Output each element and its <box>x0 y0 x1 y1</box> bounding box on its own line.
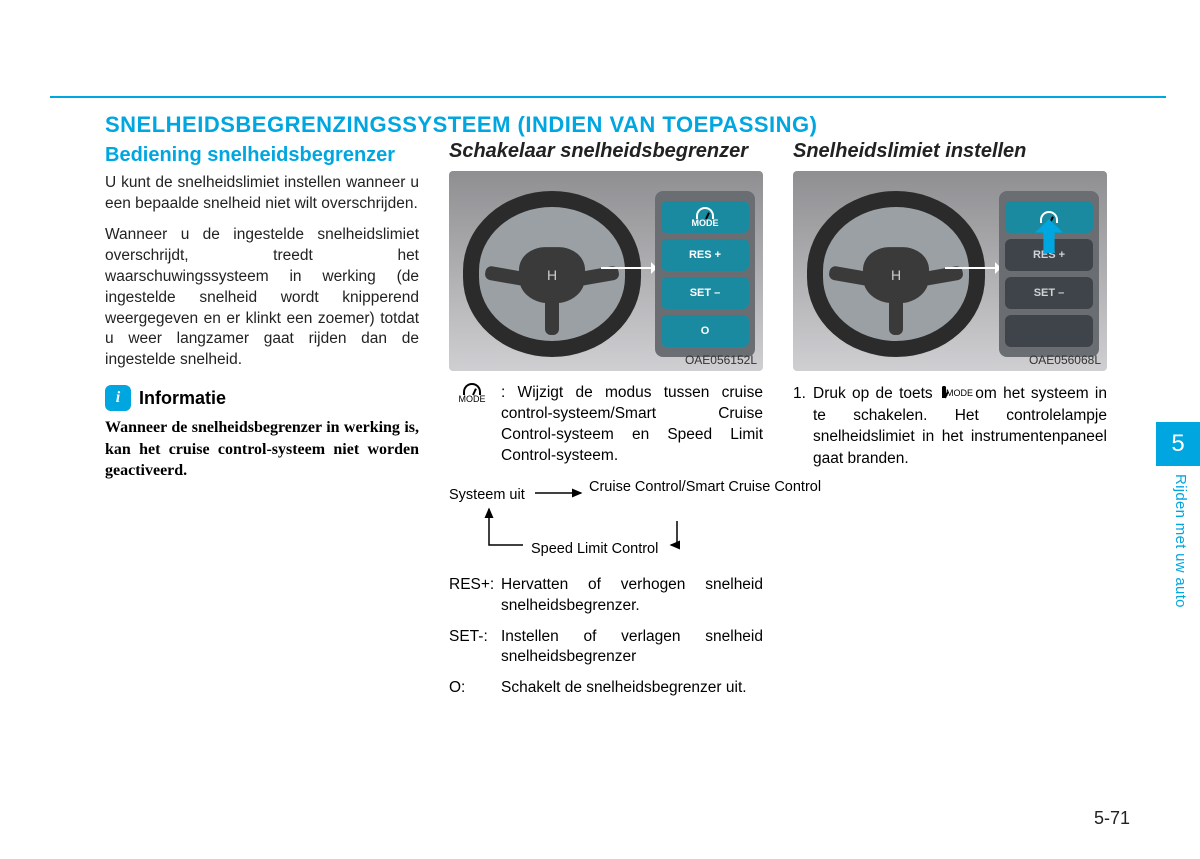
def-res-text: Hervatten of verhogen snelheid snelheids… <box>501 575 763 617</box>
step-1-pre: Druk op de toets <box>813 385 939 402</box>
definitions-list-2: RES+: Hervatten of verhogen snelheid sne… <box>449 575 763 700</box>
steering-wheel-illustration-2: H <box>807 191 985 357</box>
mode-button-highlighted <box>1005 201 1093 233</box>
def-o-key: O: <box>449 678 495 699</box>
definitions-list: MODE : Wijzigt de modus tussen cruise co… <box>449 383 763 467</box>
step-1-body: Druk op de toets MODE om het systeem in … <box>813 383 1107 470</box>
page-number: 5-71 <box>1094 808 1130 829</box>
mode-icon-inline: MODE <box>942 389 966 398</box>
column-1: SNELHEIDSBEGRENZINGSSYSTEEM (INDIEN VAN … <box>105 112 419 709</box>
def-o-text: Schakelt de snelheidsbegrenzer uit. <box>501 678 763 699</box>
def-o: O: Schakelt de snelheidsbegrenzer uit. <box>449 678 763 699</box>
info-body: Wanneer de snelheidsbegrenzer in werking… <box>105 417 419 482</box>
step-1-number: 1. <box>793 383 807 470</box>
manual-page: SNELHEIDSBEGRENZINGSSYSTEEM (INDIEN VAN … <box>0 0 1200 859</box>
content-columns: SNELHEIDSBEGRENZINGSSYSTEEM (INDIEN VAN … <box>105 112 1105 709</box>
def-res: RES+: Hervatten of verhogen snelheid sne… <box>449 575 763 617</box>
button-zoom-panel-2: RES + SET – <box>999 191 1099 357</box>
col3-heading: Snelheidslimiet instellen <box>793 140 1107 163</box>
cancel-button-icon: O <box>661 315 749 347</box>
res-button-icon: RES + <box>661 239 749 271</box>
def-res-key: RES+: <box>449 575 495 617</box>
column-2: Schakelaar snelheidsbegrenzer H <box>449 112 763 709</box>
mode-flow-diagram: Systeem uit Cruise Control/Smart Cruise … <box>449 481 763 571</box>
col1-heading: Bediening snelheidsbegrenzer <box>105 144 419 167</box>
def-set-key: SET-: <box>449 627 495 669</box>
info-label: Informatie <box>139 388 226 409</box>
column-3: Snelheidslimiet instellen H <box>793 112 1107 709</box>
figure-code-1: OAE056152L <box>685 353 757 367</box>
flow-arrows <box>449 481 763 571</box>
callout-line <box>601 267 661 269</box>
chapter-title-vertical: Rijden met uw auto <box>1172 474 1189 608</box>
def-mode: MODE : Wijzigt de modus tussen cruise co… <box>449 383 763 467</box>
header-rule <box>50 96 1166 98</box>
step-1: 1. Druk op de toets MODE om het systeem … <box>793 383 1107 470</box>
info-icon: i <box>105 385 131 411</box>
section-title: SNELHEIDSBEGRENZINGSSYSTEEM (INDIEN VAN … <box>105 112 419 138</box>
set-button-icon: SET – <box>661 277 749 309</box>
figure-switch: H MODE RES + SET – O OAE056152L <box>449 171 763 371</box>
figure-code-2: OAE056068L <box>1029 353 1101 367</box>
def-set: SET-: Instellen of verlagen snelheid sne… <box>449 627 763 669</box>
button-zoom-panel: MODE RES + SET – O <box>655 191 755 357</box>
def-mode-text: : Wijzigt de modus tussen cruise control… <box>501 383 763 467</box>
mode-icon: MODE <box>449 383 495 467</box>
def-set-text: Instellen of verlagen snelheid snelheids… <box>501 627 763 669</box>
col1-para1: U kunt de snelheidslimiet instellen wann… <box>105 173 419 215</box>
figure-set-limit: H RES + SET – OAE056068L <box>793 171 1107 371</box>
col1-para2: Wanneer u de ingestelde snelheidslimiet … <box>105 225 419 371</box>
chapter-number: 5 <box>1171 430 1184 458</box>
mode-button-icon: MODE <box>661 201 749 233</box>
set-button-dim: SET – <box>1005 277 1093 309</box>
steering-wheel-illustration: H <box>463 191 641 357</box>
callout-line-2 <box>945 267 1005 269</box>
cancel-button-dim <box>1005 315 1093 347</box>
info-heading-row: i Informatie <box>105 385 419 411</box>
chapter-tab: 5 <box>1156 422 1200 466</box>
col2-heading: Schakelaar snelheidsbegrenzer <box>449 140 763 163</box>
